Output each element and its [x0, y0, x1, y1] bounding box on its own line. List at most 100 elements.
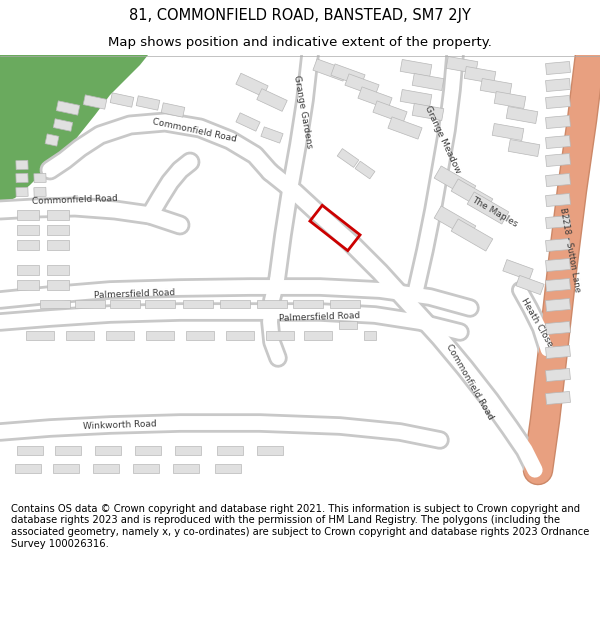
Text: Commonfield Road: Commonfield Road — [152, 117, 238, 143]
Polygon shape — [47, 225, 69, 235]
Polygon shape — [400, 59, 432, 76]
Polygon shape — [412, 104, 444, 121]
Polygon shape — [304, 331, 332, 339]
Text: Contains OS data © Crown copyright and database right 2021. This information is : Contains OS data © Crown copyright and d… — [11, 504, 589, 549]
Polygon shape — [34, 188, 46, 197]
Polygon shape — [545, 279, 571, 291]
Text: B2218 - Sutton Lane: B2218 - Sutton Lane — [558, 207, 582, 293]
Polygon shape — [95, 446, 121, 454]
Polygon shape — [53, 464, 79, 472]
Text: The Maples: The Maples — [470, 195, 520, 229]
Text: Grange Meadow: Grange Meadow — [424, 104, 463, 176]
Polygon shape — [17, 240, 39, 250]
Polygon shape — [494, 91, 526, 109]
Polygon shape — [16, 173, 28, 182]
Polygon shape — [16, 188, 28, 197]
Polygon shape — [16, 160, 28, 170]
Polygon shape — [236, 113, 260, 131]
Polygon shape — [467, 192, 509, 224]
Polygon shape — [388, 117, 422, 139]
Polygon shape — [226, 331, 254, 339]
Polygon shape — [266, 331, 294, 339]
Polygon shape — [220, 300, 250, 308]
Polygon shape — [75, 300, 105, 308]
Polygon shape — [45, 134, 59, 146]
Polygon shape — [446, 56, 478, 74]
Polygon shape — [236, 73, 268, 97]
Polygon shape — [545, 216, 571, 229]
Polygon shape — [364, 331, 376, 339]
Polygon shape — [53, 119, 73, 131]
Polygon shape — [545, 79, 571, 91]
Text: Map shows position and indicative extent of the property.: Map shows position and indicative extent… — [108, 36, 492, 49]
Polygon shape — [26, 331, 54, 339]
Polygon shape — [503, 259, 533, 281]
Polygon shape — [434, 166, 476, 198]
Polygon shape — [106, 331, 134, 339]
Polygon shape — [17, 210, 39, 220]
Polygon shape — [337, 149, 359, 168]
Polygon shape — [330, 300, 360, 308]
Polygon shape — [145, 300, 175, 308]
Polygon shape — [545, 299, 571, 311]
Polygon shape — [261, 127, 283, 143]
Polygon shape — [516, 276, 544, 294]
Polygon shape — [186, 331, 214, 339]
Polygon shape — [434, 206, 476, 238]
Polygon shape — [451, 179, 493, 211]
Polygon shape — [173, 464, 199, 472]
Polygon shape — [17, 265, 39, 275]
Polygon shape — [17, 225, 39, 235]
Polygon shape — [93, 464, 119, 472]
Text: Winkworth Road: Winkworth Road — [83, 419, 157, 431]
Polygon shape — [545, 116, 571, 129]
Polygon shape — [545, 61, 571, 74]
Polygon shape — [545, 391, 571, 404]
Polygon shape — [480, 79, 512, 96]
Polygon shape — [110, 93, 134, 107]
Polygon shape — [133, 464, 159, 472]
Polygon shape — [492, 124, 524, 141]
Polygon shape — [545, 174, 571, 186]
Polygon shape — [545, 136, 571, 149]
Polygon shape — [66, 331, 94, 339]
Polygon shape — [464, 66, 496, 84]
Polygon shape — [412, 74, 444, 91]
Polygon shape — [545, 239, 571, 251]
Polygon shape — [146, 331, 174, 339]
Polygon shape — [17, 446, 43, 454]
Polygon shape — [545, 346, 571, 359]
Polygon shape — [545, 321, 571, 334]
Text: Palmersfield Road: Palmersfield Road — [279, 311, 361, 323]
Polygon shape — [17, 280, 39, 290]
Polygon shape — [257, 300, 287, 308]
Polygon shape — [257, 89, 287, 111]
Polygon shape — [545, 259, 571, 271]
Polygon shape — [47, 265, 69, 275]
Polygon shape — [136, 96, 160, 110]
Polygon shape — [110, 300, 140, 308]
Polygon shape — [331, 64, 365, 86]
Text: Grange Gardens: Grange Gardens — [292, 75, 314, 149]
Polygon shape — [400, 89, 432, 106]
Polygon shape — [47, 240, 69, 250]
Polygon shape — [161, 103, 185, 117]
Polygon shape — [55, 446, 81, 454]
Polygon shape — [545, 194, 571, 206]
Polygon shape — [47, 280, 69, 290]
Polygon shape — [56, 101, 80, 115]
Polygon shape — [293, 300, 323, 308]
Polygon shape — [345, 74, 379, 96]
Polygon shape — [40, 300, 70, 308]
Text: Commonfield Road: Commonfield Road — [445, 342, 496, 421]
Polygon shape — [183, 300, 213, 308]
Polygon shape — [506, 106, 538, 124]
Polygon shape — [0, 55, 148, 205]
Polygon shape — [175, 446, 201, 454]
Polygon shape — [15, 464, 41, 472]
Polygon shape — [83, 95, 107, 109]
Polygon shape — [47, 210, 69, 220]
Polygon shape — [373, 101, 407, 123]
Polygon shape — [313, 59, 347, 81]
Polygon shape — [545, 369, 571, 381]
